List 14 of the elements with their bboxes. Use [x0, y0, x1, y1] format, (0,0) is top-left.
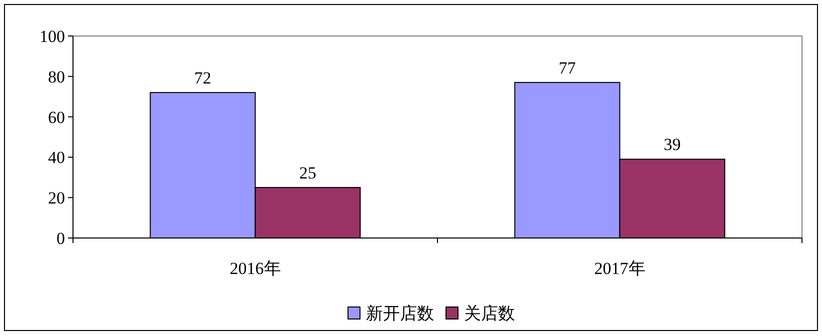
y-tick-label: 0 [56, 229, 65, 248]
y-tick-label: 80 [48, 67, 65, 86]
data-label: 77 [558, 58, 576, 78]
y-tick-label: 100 [40, 27, 65, 46]
data-label: 39 [664, 135, 681, 154]
y-tick-label: 60 [48, 108, 65, 127]
legend-label: 关店数 [464, 304, 515, 323]
x-tick-label: 2016年 [230, 259, 281, 278]
legend-label: 新开店数 [366, 304, 434, 323]
y-tick-label: 40 [48, 148, 65, 168]
x-tick-label: 2017年 [594, 259, 646, 278]
y-tick-label: 20 [48, 188, 65, 208]
data-label: 25 [299, 164, 316, 182]
data-label: 72 [194, 68, 212, 88]
